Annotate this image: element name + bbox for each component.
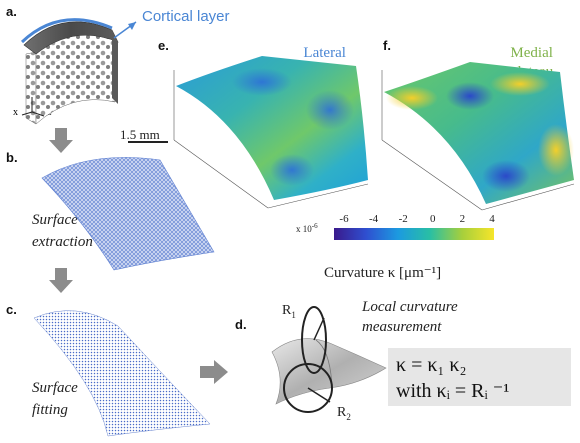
curvature-formula-box: κ = κ₁ κ₂ with κᵢ = Rᵢ ⁻¹ — [388, 348, 571, 406]
panel-f-label: f. — [383, 38, 391, 53]
panel-c-label: c. — [6, 302, 17, 317]
medial-line1: Medial — [510, 45, 553, 61]
r1-label: R1 — [282, 303, 296, 320]
r2-label: R2 — [337, 405, 351, 422]
r2-main: R — [337, 405, 347, 420]
caption-b-line1: Surface — [32, 212, 78, 228]
arrow-b-to-c — [49, 268, 73, 293]
colorbar-tick-label: -4 — [369, 213, 379, 225]
fitted-surface-points — [33, 310, 211, 437]
d-title-line1: Local curvature — [362, 299, 458, 315]
formula-line2: with κᵢ = Rᵢ ⁻¹ — [396, 380, 510, 402]
panel-a-label: a. — [6, 4, 17, 19]
colorbar-ticks: -6 -4 -2 0 2 4 — [339, 213, 495, 225]
scale-bar-label: 1.5 mm — [120, 127, 160, 142]
r1-main: R — [282, 303, 292, 318]
axis-x-label: x — [13, 107, 18, 118]
formula-line1: κ = κ₁ κ₂ — [396, 354, 467, 376]
panel-e-label: e. — [158, 38, 169, 53]
extracted-surface-mesh — [41, 157, 215, 271]
saddle-illustration — [271, 306, 387, 413]
colorbar — [334, 228, 494, 240]
surface-fitting-caption: Surface fitting — [32, 377, 78, 421]
circle-r1 — [301, 306, 327, 374]
arrow-c-to-d — [200, 360, 228, 384]
axes-glyph — [21, 97, 45, 117]
surface-extraction-caption: Surface extraction — [32, 209, 93, 253]
lateral-line1: Lateral — [303, 45, 346, 61]
colorbar-tick-label: 2 — [460, 213, 466, 225]
r2-sub: 2 — [346, 411, 351, 422]
colorbar-tick-label: 0 — [430, 213, 436, 225]
circle-r2 — [283, 363, 333, 413]
caption-b-line2: extraction — [32, 234, 93, 250]
colorbar-tick-label: -2 — [399, 213, 408, 225]
colorbar-multiplier: x 10-6 — [296, 222, 318, 234]
medial-plateau-surface — [381, 62, 575, 211]
caption-c-line1: Surface — [32, 380, 78, 396]
colorbar-tick-label: -6 — [339, 213, 349, 225]
colorbar-tick-label: 4 — [489, 213, 495, 225]
cortical-layer-callout: Cortical layer — [142, 8, 230, 25]
local-curvature-title: Local curvature measurement — [362, 297, 458, 337]
caption-c-line2: fitting — [32, 402, 68, 418]
lateral-plateau-surface — [173, 56, 369, 209]
bone-sample-illustration — [20, 18, 137, 125]
panel-d-label: d. — [235, 317, 247, 332]
d-title-line2: measurement — [362, 319, 442, 335]
r1-sub: 1 — [291, 309, 296, 320]
colorbar-label: Curvature κ [μm⁻¹] — [324, 265, 442, 281]
panel-b-label: b. — [6, 150, 18, 165]
arrow-a-to-b — [49, 128, 73, 153]
